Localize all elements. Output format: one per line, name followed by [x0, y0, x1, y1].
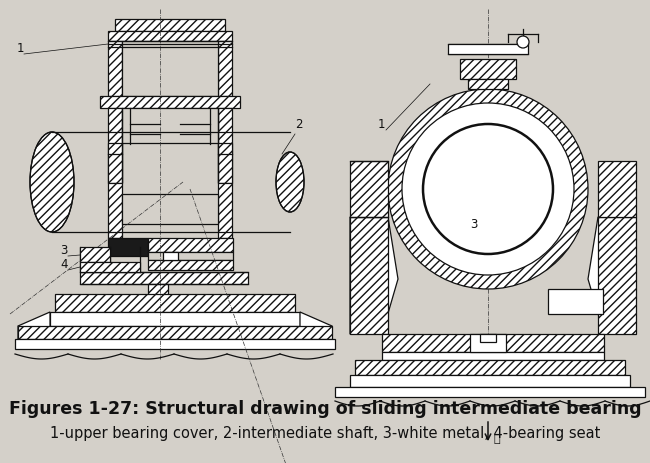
- Bar: [548, 289, 603, 314]
- Bar: [468, 80, 508, 90]
- Bar: [18, 326, 332, 339]
- Bar: [80, 247, 110, 263]
- Bar: [50, 313, 300, 326]
- Bar: [148, 260, 233, 270]
- Bar: [122, 109, 218, 144]
- Bar: [108, 238, 148, 257]
- Bar: [15, 339, 335, 349]
- Polygon shape: [588, 218, 636, 334]
- Text: 1: 1: [378, 118, 385, 131]
- Text: 3: 3: [60, 244, 68, 257]
- Bar: [218, 109, 232, 184]
- Text: 1: 1: [17, 42, 25, 55]
- Bar: [108, 184, 122, 238]
- Bar: [598, 218, 636, 334]
- Bar: [382, 352, 604, 360]
- Bar: [355, 360, 625, 375]
- Ellipse shape: [276, 153, 304, 213]
- Bar: [108, 144, 122, 184]
- Bar: [148, 284, 168, 300]
- Bar: [350, 218, 388, 334]
- Bar: [350, 375, 630, 387]
- Text: 水: 水: [494, 433, 500, 443]
- Bar: [115, 20, 225, 32]
- Bar: [335, 387, 645, 397]
- Bar: [122, 194, 218, 225]
- Bar: [598, 162, 636, 218]
- Bar: [470, 334, 506, 352]
- Bar: [108, 42, 122, 97]
- Bar: [148, 238, 233, 252]
- Text: 3: 3: [470, 218, 477, 231]
- Bar: [55, 294, 295, 313]
- Bar: [148, 252, 233, 260]
- Bar: [382, 334, 604, 352]
- Bar: [218, 144, 232, 184]
- Text: 4: 4: [60, 257, 68, 270]
- Bar: [163, 252, 178, 260]
- Bar: [448, 45, 528, 55]
- Bar: [218, 42, 232, 97]
- Bar: [460, 60, 516, 80]
- Polygon shape: [350, 218, 398, 334]
- Text: 2: 2: [295, 118, 302, 131]
- Bar: [108, 109, 122, 184]
- Bar: [350, 162, 388, 218]
- Bar: [480, 334, 496, 342]
- Bar: [218, 184, 232, 238]
- Text: Figures 1-27: Structural drawing of sliding intermediate bearing: Figures 1-27: Structural drawing of slid…: [8, 399, 642, 417]
- Bar: [122, 42, 218, 97]
- Circle shape: [388, 90, 588, 289]
- Ellipse shape: [30, 133, 74, 232]
- Polygon shape: [300, 313, 332, 339]
- Polygon shape: [18, 313, 50, 339]
- Bar: [80, 272, 248, 284]
- Bar: [100, 97, 240, 109]
- Circle shape: [517, 37, 529, 49]
- Text: 1-upper bearing cover, 2-intermediate shaft, 3-white metal, 4-bearing seat: 1-upper bearing cover, 2-intermediate sh…: [50, 425, 600, 440]
- Bar: [108, 32, 232, 42]
- Circle shape: [423, 125, 553, 255]
- Circle shape: [402, 104, 574, 275]
- Bar: [80, 263, 140, 272]
